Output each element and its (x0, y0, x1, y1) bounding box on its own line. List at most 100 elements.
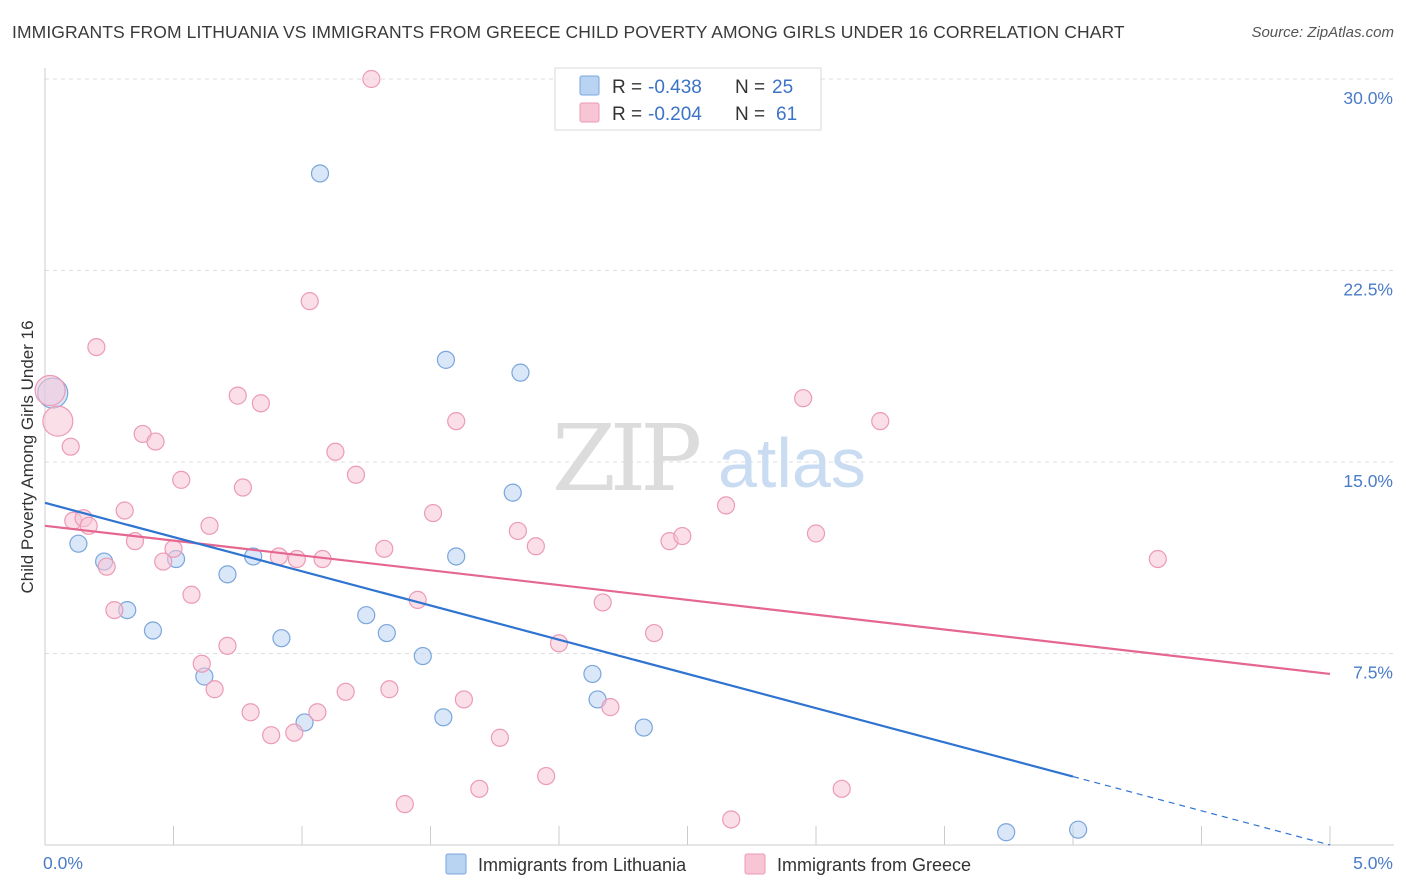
data-point-greece (593, 593, 612, 612)
stats-r-value-lithuania: -0.438 (648, 77, 702, 98)
data-point-greece (336, 682, 355, 701)
x-tick-labels: 0.0% 5.0% (43, 853, 1393, 873)
axes (44, 68, 1394, 846)
y-axis-label: Child Poverty Among Girls Under 16 (18, 320, 37, 593)
legend-label-greece: Immigrants from Greece (777, 855, 971, 875)
stats-r-label-greece: R = (612, 104, 642, 125)
data-point-greece (673, 526, 692, 546)
data-point-lithuania (436, 350, 456, 369)
gridlines (45, 78, 1394, 654)
data-point-greece (508, 521, 527, 541)
data-point-greece (87, 338, 106, 357)
stats-box: R = -0.438 N = 25 R = -0.204 N = 61 (554, 67, 822, 131)
data-point-greece (832, 779, 851, 798)
data-point-greece (490, 728, 509, 747)
data-point-greece (526, 537, 545, 556)
data-point-lithuania (447, 547, 466, 566)
data-point-lithuania (634, 718, 653, 737)
stats-n-label-greece: N = (735, 104, 765, 125)
watermark-atlas: atlas (718, 424, 866, 502)
data-point-greece (447, 412, 466, 431)
legend-swatch-lithuania (445, 853, 467, 875)
series-greece-points (34, 69, 1167, 829)
x-tick-label-max: 5.0% (1353, 853, 1393, 873)
data-point-greece (164, 539, 183, 558)
data-point-greece (871, 412, 890, 431)
data-point-lithuania (503, 483, 522, 502)
data-point-greece (308, 703, 327, 722)
data-point-lithuania (511, 363, 530, 382)
stats-n-value-greece: 61 (776, 104, 797, 125)
data-point-greece (228, 386, 247, 405)
data-point-greece (285, 723, 304, 742)
watermark-zip: ZIP (552, 405, 699, 512)
stats-swatch-greece (579, 102, 600, 123)
trend-line-greece (44, 524, 1331, 676)
data-point-greece (262, 726, 281, 745)
data-point-greece (716, 496, 736, 515)
data-point-greece (380, 680, 399, 699)
stats-n-label-lithuania: N = (735, 77, 765, 98)
y-tick-label: 22.5% (1343, 280, 1393, 300)
data-point-lithuania (357, 606, 376, 625)
stats-r-value-greece: -0.204 (648, 104, 702, 125)
data-point-lithuania (310, 164, 330, 183)
data-point-greece (205, 680, 224, 699)
data-point-greece (172, 470, 191, 489)
data-point-greece (1148, 549, 1167, 569)
data-point-lithuania (1069, 820, 1088, 839)
data-point-greece (200, 516, 219, 535)
data-point-greece (300, 292, 319, 311)
data-point-greece (806, 524, 826, 543)
data-point-greece (362, 69, 381, 89)
trend-line-lithuania (44, 501, 1074, 778)
data-point-greece (722, 810, 741, 829)
data-point-greece (423, 503, 443, 523)
data-point-lithuania (413, 646, 432, 666)
stats-n-value-lithuania: 25 (772, 77, 793, 98)
stats-swatch-lithuania (579, 75, 600, 96)
data-point-lithuania (272, 629, 291, 648)
y-tick-label: 7.5% (1353, 663, 1393, 683)
y-tick-labels: 7.5% 15.0% 22.5% 30.0% (1343, 88, 1393, 683)
trend-line-lithuania-extrapolated (1072, 775, 1331, 846)
stats-r-label-lithuania: R = (612, 77, 642, 98)
data-point-greece (601, 698, 620, 717)
data-point-greece (146, 432, 165, 451)
data-point-greece (537, 766, 556, 786)
data-point-greece (182, 585, 201, 604)
source-label: Source: ZipAtlas.com (1251, 24, 1394, 41)
data-point-lithuania (218, 565, 237, 584)
data-point-greece (794, 389, 813, 408)
data-point-greece (105, 600, 124, 620)
data-point-greece (218, 636, 237, 655)
data-point-greece (241, 703, 260, 722)
data-point-greece (61, 437, 80, 456)
y-tick-label: 15.0% (1343, 471, 1393, 491)
data-point-greece (97, 557, 116, 576)
data-point-lithuania (69, 534, 88, 553)
series-lithuania-points (37, 164, 1088, 842)
x-tick-label-min: 0.0% (43, 853, 83, 873)
data-point-greece (192, 654, 211, 673)
legend-label-lithuania: Immigrants from Lithuania (478, 855, 687, 875)
data-point-lithuania (434, 708, 453, 727)
data-point-greece (346, 465, 366, 484)
data-point-lithuania (143, 621, 163, 640)
data-point-greece (454, 690, 474, 709)
data-point-greece (233, 478, 252, 497)
legend-swatch-greece (744, 853, 766, 875)
data-point-greece (42, 405, 74, 437)
chart-title: IMMIGRANTS FROM LITHUANIA VS IMMIGRANTS … (12, 22, 1125, 42)
data-point-greece (644, 623, 664, 643)
data-point-greece (470, 779, 489, 798)
data-point-greece (154, 552, 173, 571)
data-point-lithuania (997, 823, 1016, 842)
watermark: ZIP atlas (552, 405, 866, 512)
data-point-greece (251, 394, 270, 413)
y-tick-label: 30.0% (1343, 88, 1393, 108)
data-point-lithuania (377, 623, 396, 643)
data-point-lithuania (583, 664, 602, 684)
data-point-greece (326, 442, 345, 461)
